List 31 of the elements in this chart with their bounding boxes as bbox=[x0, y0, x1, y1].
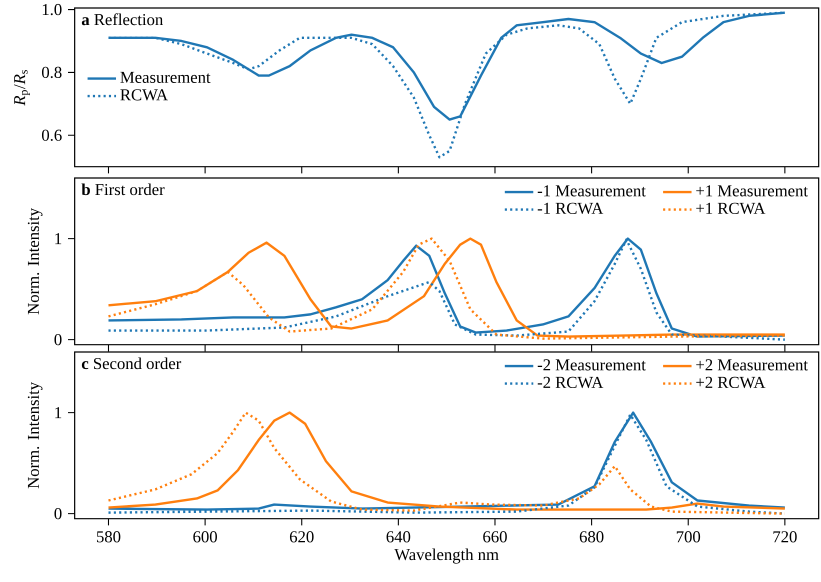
legend-label: Measurement bbox=[120, 72, 211, 83]
legend-label: RCWA bbox=[120, 89, 168, 101]
chart-title: b First order bbox=[82, 183, 165, 196]
y-axis-title: Norm. Intensity bbox=[28, 382, 42, 488]
y-tick-label: 1 bbox=[55, 233, 62, 244]
legend-label: -2 RCWA bbox=[538, 376, 604, 388]
chart-title: a Reflection bbox=[82, 13, 163, 26]
legend-label: +1 RCWA bbox=[696, 202, 766, 214]
chart-title: c Second order bbox=[82, 357, 182, 370]
y-axis-title: Norm. Intensity bbox=[28, 208, 42, 314]
x-tick-label: 660 bbox=[483, 531, 507, 542]
y-tick-label: 0.8 bbox=[42, 66, 62, 78]
x-tick-label: 600 bbox=[193, 531, 217, 542]
x-tick-label: 640 bbox=[386, 531, 410, 542]
x-axis-title: Wavelength nm bbox=[394, 548, 499, 564]
y-tick-label: 1.0 bbox=[42, 4, 62, 16]
legend-label: -1 RCWA bbox=[538, 202, 604, 214]
legend-label: -1 Measurement bbox=[538, 185, 646, 196]
legend-label: +2 Measurement bbox=[696, 359, 808, 370]
y-tick-label: 1 bbox=[55, 407, 62, 418]
legend-label: +2 RCWA bbox=[696, 376, 766, 388]
y-tick-label: 0 bbox=[54, 334, 62, 346]
legend-label: -2 Measurement bbox=[538, 359, 646, 370]
y-tick-label: 0 bbox=[54, 508, 62, 520]
x-tick-label: 620 bbox=[290, 531, 314, 542]
legend-label: +1 Measurement bbox=[696, 185, 808, 196]
y-tick-label: 0.6 bbox=[42, 130, 62, 141]
x-tick-label: 720 bbox=[773, 531, 797, 542]
x-tick-label: 680 bbox=[580, 531, 604, 542]
x-tick-label: 700 bbox=[676, 531, 700, 542]
x-tick-label: 580 bbox=[96, 531, 120, 542]
